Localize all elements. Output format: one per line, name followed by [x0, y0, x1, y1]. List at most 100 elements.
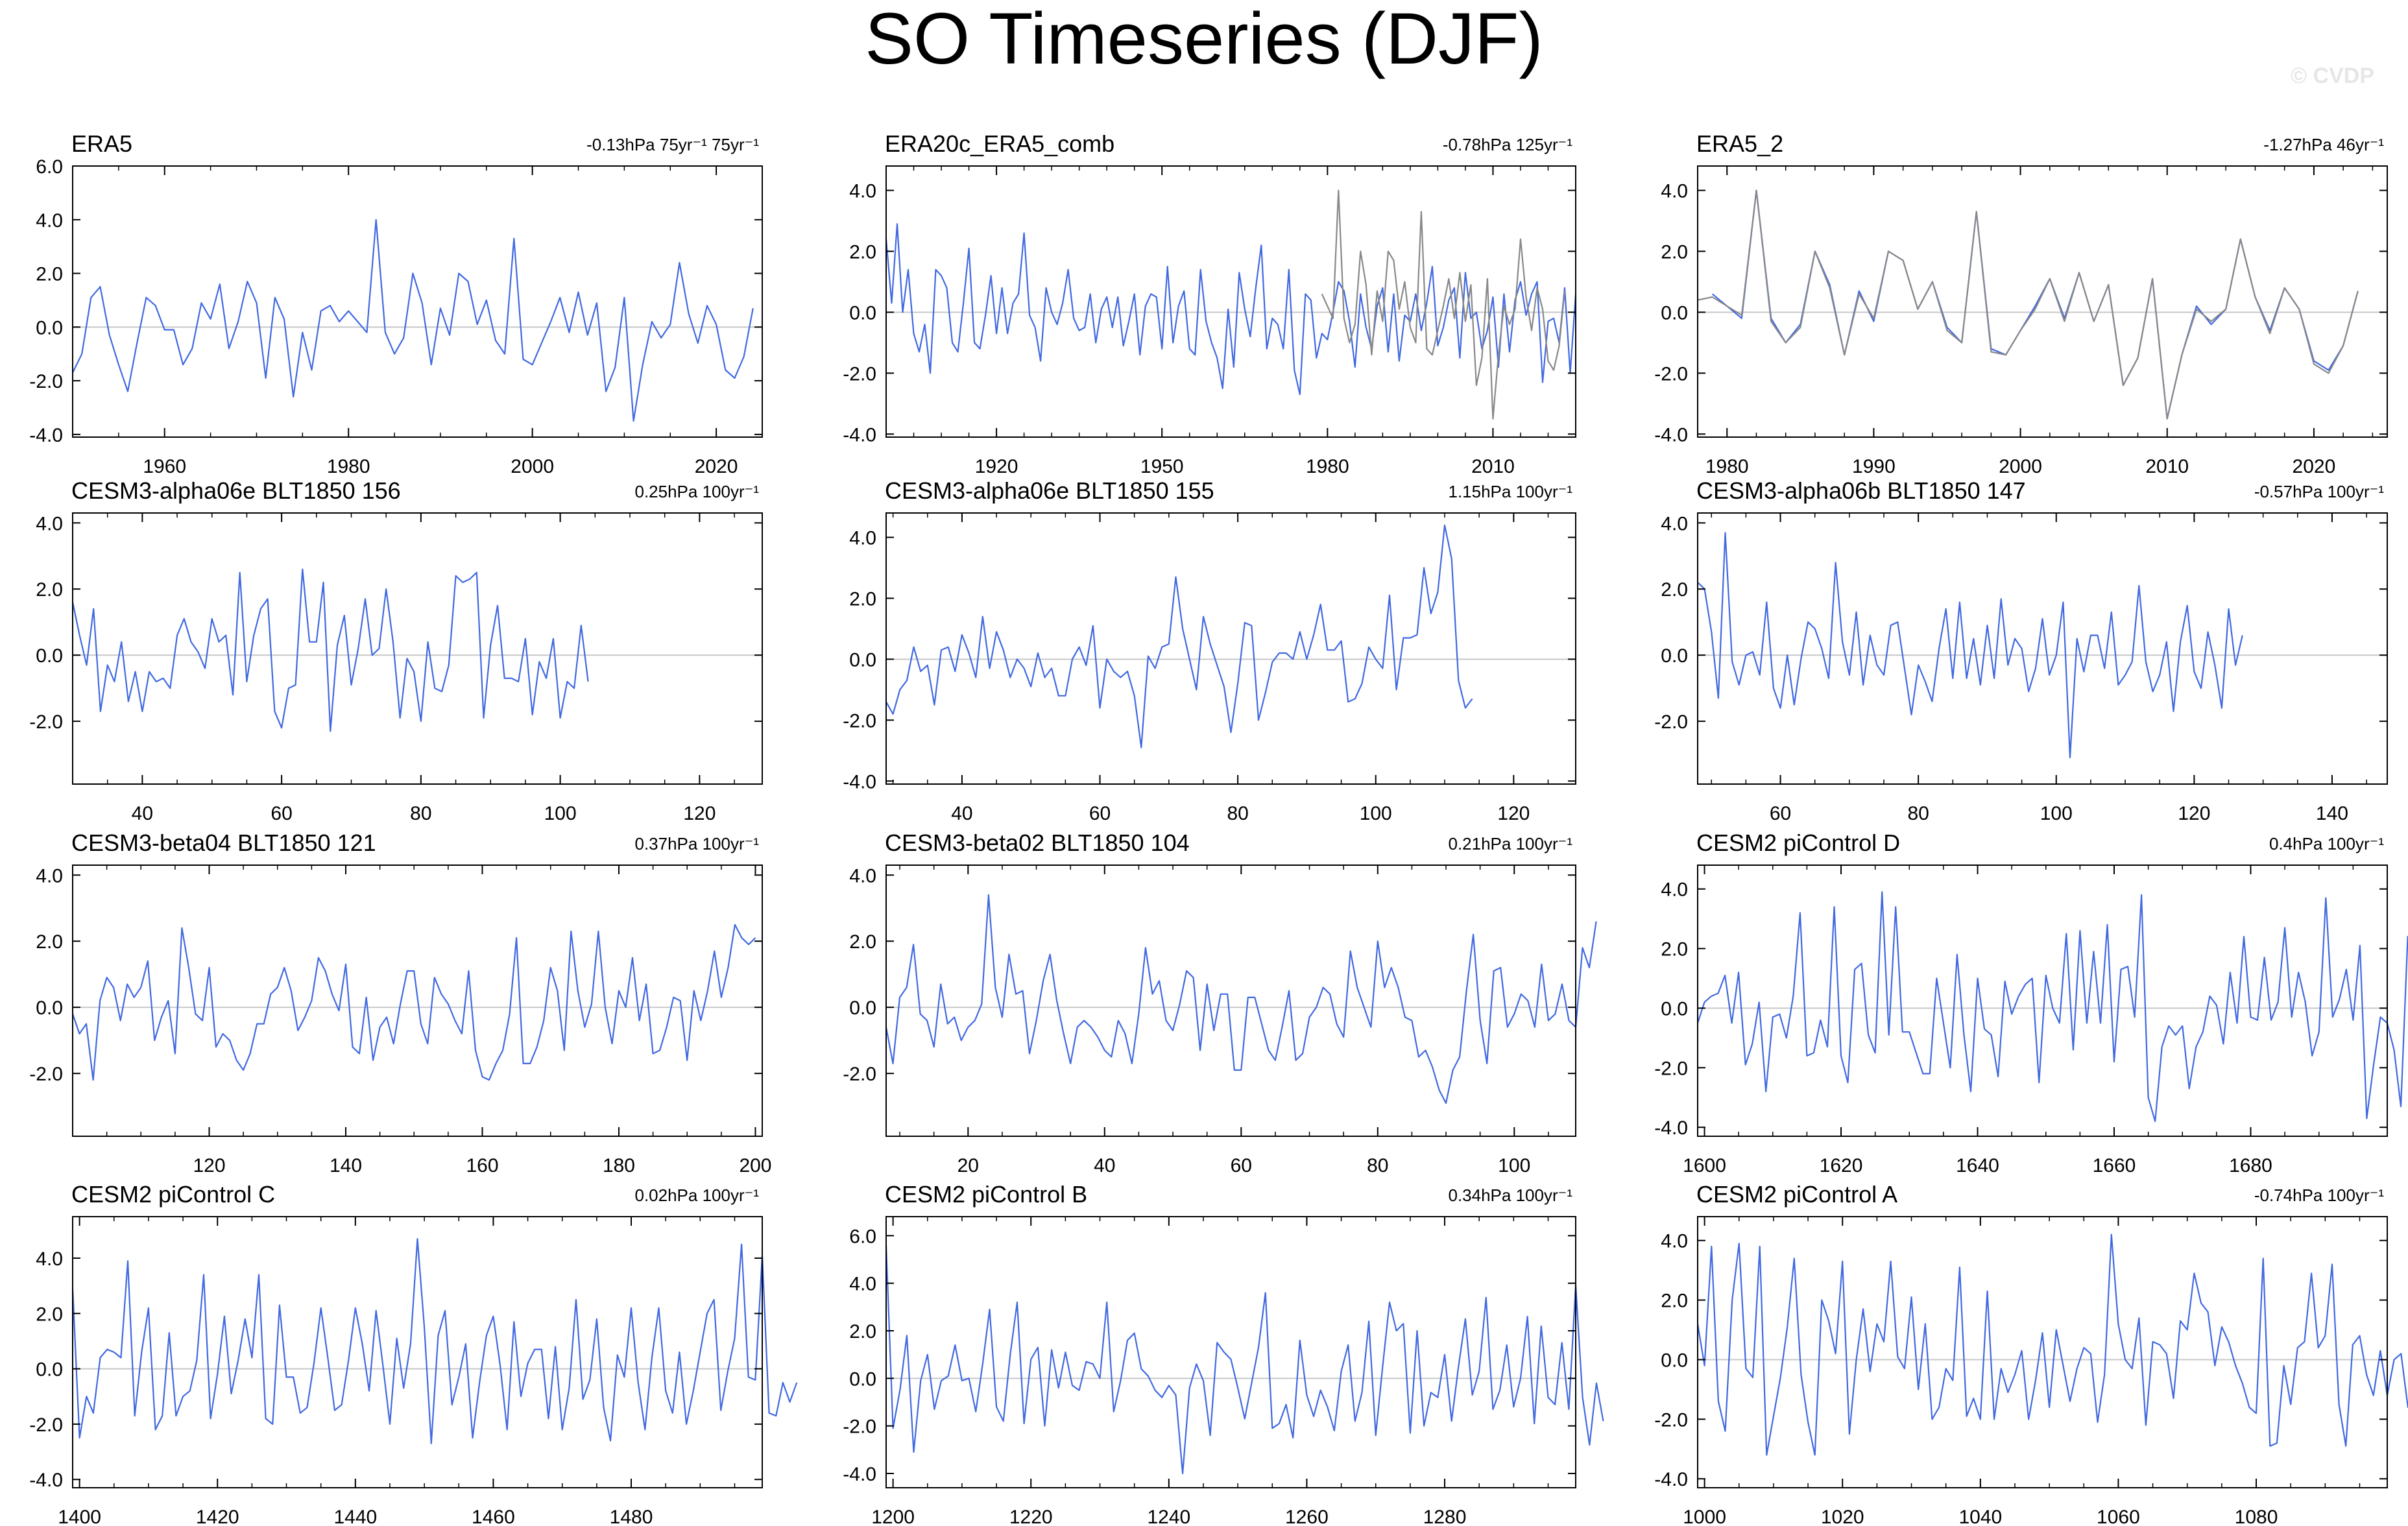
x-tick-label: 1980	[1705, 456, 1749, 477]
panel-trend-label: -0.78hPa 125yr⁻¹	[1443, 135, 1573, 154]
y-tick-label: 4.0	[1661, 513, 1688, 534]
x-tick-label: 1220	[1009, 1507, 1053, 1526]
y-tick-label: 2.0	[849, 1321, 876, 1342]
x-tick-label: 60	[1231, 1155, 1252, 1176]
y-tick-label: 4.0	[849, 528, 876, 549]
panel-title: ERA20c_ERA5_comb	[885, 130, 1114, 157]
y-tick-label: 0.0	[1661, 1350, 1688, 1371]
y-tick-label: 4.0	[36, 210, 63, 232]
chart-panel: CESM3-alpha06e BLT1850 156 0.25hPa 100yr⁻…	[29, 477, 763, 824]
panel-grid: ERA5 -0.13hPa 75yr⁻¹ 75yr⁻¹ 6.0 4.0 2.0 0.0 -2…	[29, 130, 2408, 1526]
y-tick-label: -2.0	[843, 363, 876, 385]
plot-frame	[72, 512, 763, 785]
series-line	[71, 568, 589, 732]
y-tick-label: 0.0	[849, 1368, 876, 1390]
y-tick-label: -4.0	[843, 1464, 876, 1485]
x-tick-label: 100	[544, 803, 577, 824]
y-tick-label: 2.0	[849, 589, 876, 610]
y-tick-label: -2.0	[29, 371, 63, 392]
x-tick-label: 1440	[333, 1507, 377, 1526]
plot-frame	[885, 1216, 1576, 1488]
series-line	[885, 223, 1577, 396]
panel-trend-label: -0.13hPa 75yr⁻¹ 75yr⁻¹	[586, 135, 759, 154]
y-tick-label: 0.0	[1661, 302, 1688, 324]
y-tick-label: 0.0	[36, 317, 63, 339]
y-tick-label: -4.0	[1654, 1469, 1688, 1490]
plot-frame	[885, 864, 1576, 1137]
x-tick-label: 1600	[1683, 1155, 1726, 1176]
panel-title: CESM3-alpha06b BLT1850 147	[1696, 477, 2026, 504]
y-tick-label: -2.0	[1654, 1409, 1688, 1431]
y-tick-label: 0.0	[36, 1359, 63, 1381]
series-line	[1696, 891, 2408, 1123]
plot-frame	[1697, 1216, 2388, 1488]
x-tick-label: 40	[1094, 1155, 1115, 1176]
x-tick-label: 140	[330, 1155, 362, 1176]
x-tick-label: 1280	[1423, 1507, 1467, 1526]
y-tick-label: 6.0	[36, 156, 63, 178]
x-tick-label: 1480	[610, 1507, 653, 1526]
plot-frame	[72, 864, 763, 1137]
x-tick-label: 1240	[1147, 1507, 1190, 1526]
panel-title: CESM2 piControl C	[71, 1181, 275, 1208]
x-tick-label: 1950	[1140, 456, 1184, 477]
plot-frame	[1697, 165, 2388, 438]
y-tick-label: 2.0	[36, 264, 63, 285]
x-tick-label: 1060	[2097, 1507, 2140, 1526]
panel-title: CESM3-beta02 BLT1850 104	[885, 829, 1190, 856]
x-tick-label: 1260	[1285, 1507, 1329, 1526]
y-tick-label: 0.0	[36, 645, 63, 667]
x-tick-label: 1660	[2093, 1155, 2136, 1176]
x-tick-label: 1960	[143, 456, 186, 477]
x-tick-label: 120	[683, 803, 716, 824]
panel-trend-label: 0.34hPa 100yr⁻¹	[1448, 1186, 1572, 1205]
x-tick-label: 1420	[196, 1507, 239, 1526]
series-line	[1697, 532, 2243, 759]
y-tick-label: 0.0	[1661, 998, 1688, 1019]
series-line	[885, 894, 1597, 1104]
chart-panel: ERA5_2 -1.27hPa 46yr⁻¹ 4.0 2.0 0.0 -2.0 -4.0 19…	[1654, 130, 2388, 477]
y-tick-label: 4.0	[849, 865, 876, 887]
x-tick-label: 1020	[1821, 1507, 1864, 1526]
x-tick-label: 100	[2040, 803, 2073, 824]
x-tick-label: 80	[1227, 803, 1248, 824]
y-tick-label: 4.0	[1661, 879, 1688, 901]
y-tick-label: 4.0	[849, 1274, 876, 1295]
x-tick-label: 100	[1360, 803, 1392, 824]
y-tick-label: 0.0	[849, 302, 876, 324]
y-tick-label: 4.0	[1661, 1231, 1688, 1252]
chart-panel: ERA20c_ERA5_comb -0.78hPa 125yr⁻¹ 4.0 2.0 0.…	[843, 130, 1577, 477]
x-tick-label: 1000	[1683, 1507, 1726, 1526]
x-tick-label: 1200	[871, 1507, 915, 1526]
x-tick-label: 1040	[1958, 1507, 2002, 1526]
x-tick-label: 60	[1089, 803, 1111, 824]
series-line	[1696, 1234, 2408, 1456]
plot-frame	[72, 1216, 763, 1488]
panel-title: CESM3-alpha06e BLT1850 156	[71, 477, 401, 504]
figure-title: SO Timeseries (DJF)	[865, 0, 1543, 79]
plot-frame	[885, 512, 1576, 785]
x-tick-label: 1990	[1852, 456, 1896, 477]
x-tick-label: 160	[466, 1155, 498, 1176]
x-tick-label: 1980	[327, 456, 370, 477]
x-tick-label: 80	[410, 803, 431, 824]
y-tick-label: 2.0	[36, 579, 63, 601]
x-tick-label: 2010	[2145, 456, 2189, 477]
x-tick-label: 2000	[511, 456, 554, 477]
y-tick-label: -2.0	[843, 710, 876, 732]
y-tick-label: -2.0	[29, 1414, 63, 1436]
y-tick-label: 4.0	[36, 513, 63, 534]
y-tick-label: 2.0	[1661, 579, 1688, 601]
series-line	[1697, 189, 2359, 420]
x-tick-label: 2020	[695, 456, 738, 477]
x-tick-label: 120	[2178, 803, 2210, 824]
chart-panel: ERA5 -0.13hPa 75yr⁻¹ 75yr⁻¹ 6.0 4.0 2.0 0.0 -2…	[29, 130, 763, 477]
x-tick-label: 1460	[472, 1507, 515, 1526]
y-tick-label: 2.0	[849, 931, 876, 953]
y-tick-label: 0.0	[1661, 645, 1688, 667]
watermark-text: © CVDP	[2291, 64, 2374, 88]
chart-panel: CESM3-beta02 BLT1850 104 0.21hPa 100yr⁻¹ 4…	[843, 829, 1597, 1176]
panel-trend-label: 0.37hPa 100yr⁻¹	[634, 834, 759, 853]
y-tick-label: -4.0	[843, 771, 876, 793]
chart-panel: CESM2 piControl A -0.74hPa 100yr⁻¹ 4.0 2.0 0…	[1654, 1181, 2408, 1526]
